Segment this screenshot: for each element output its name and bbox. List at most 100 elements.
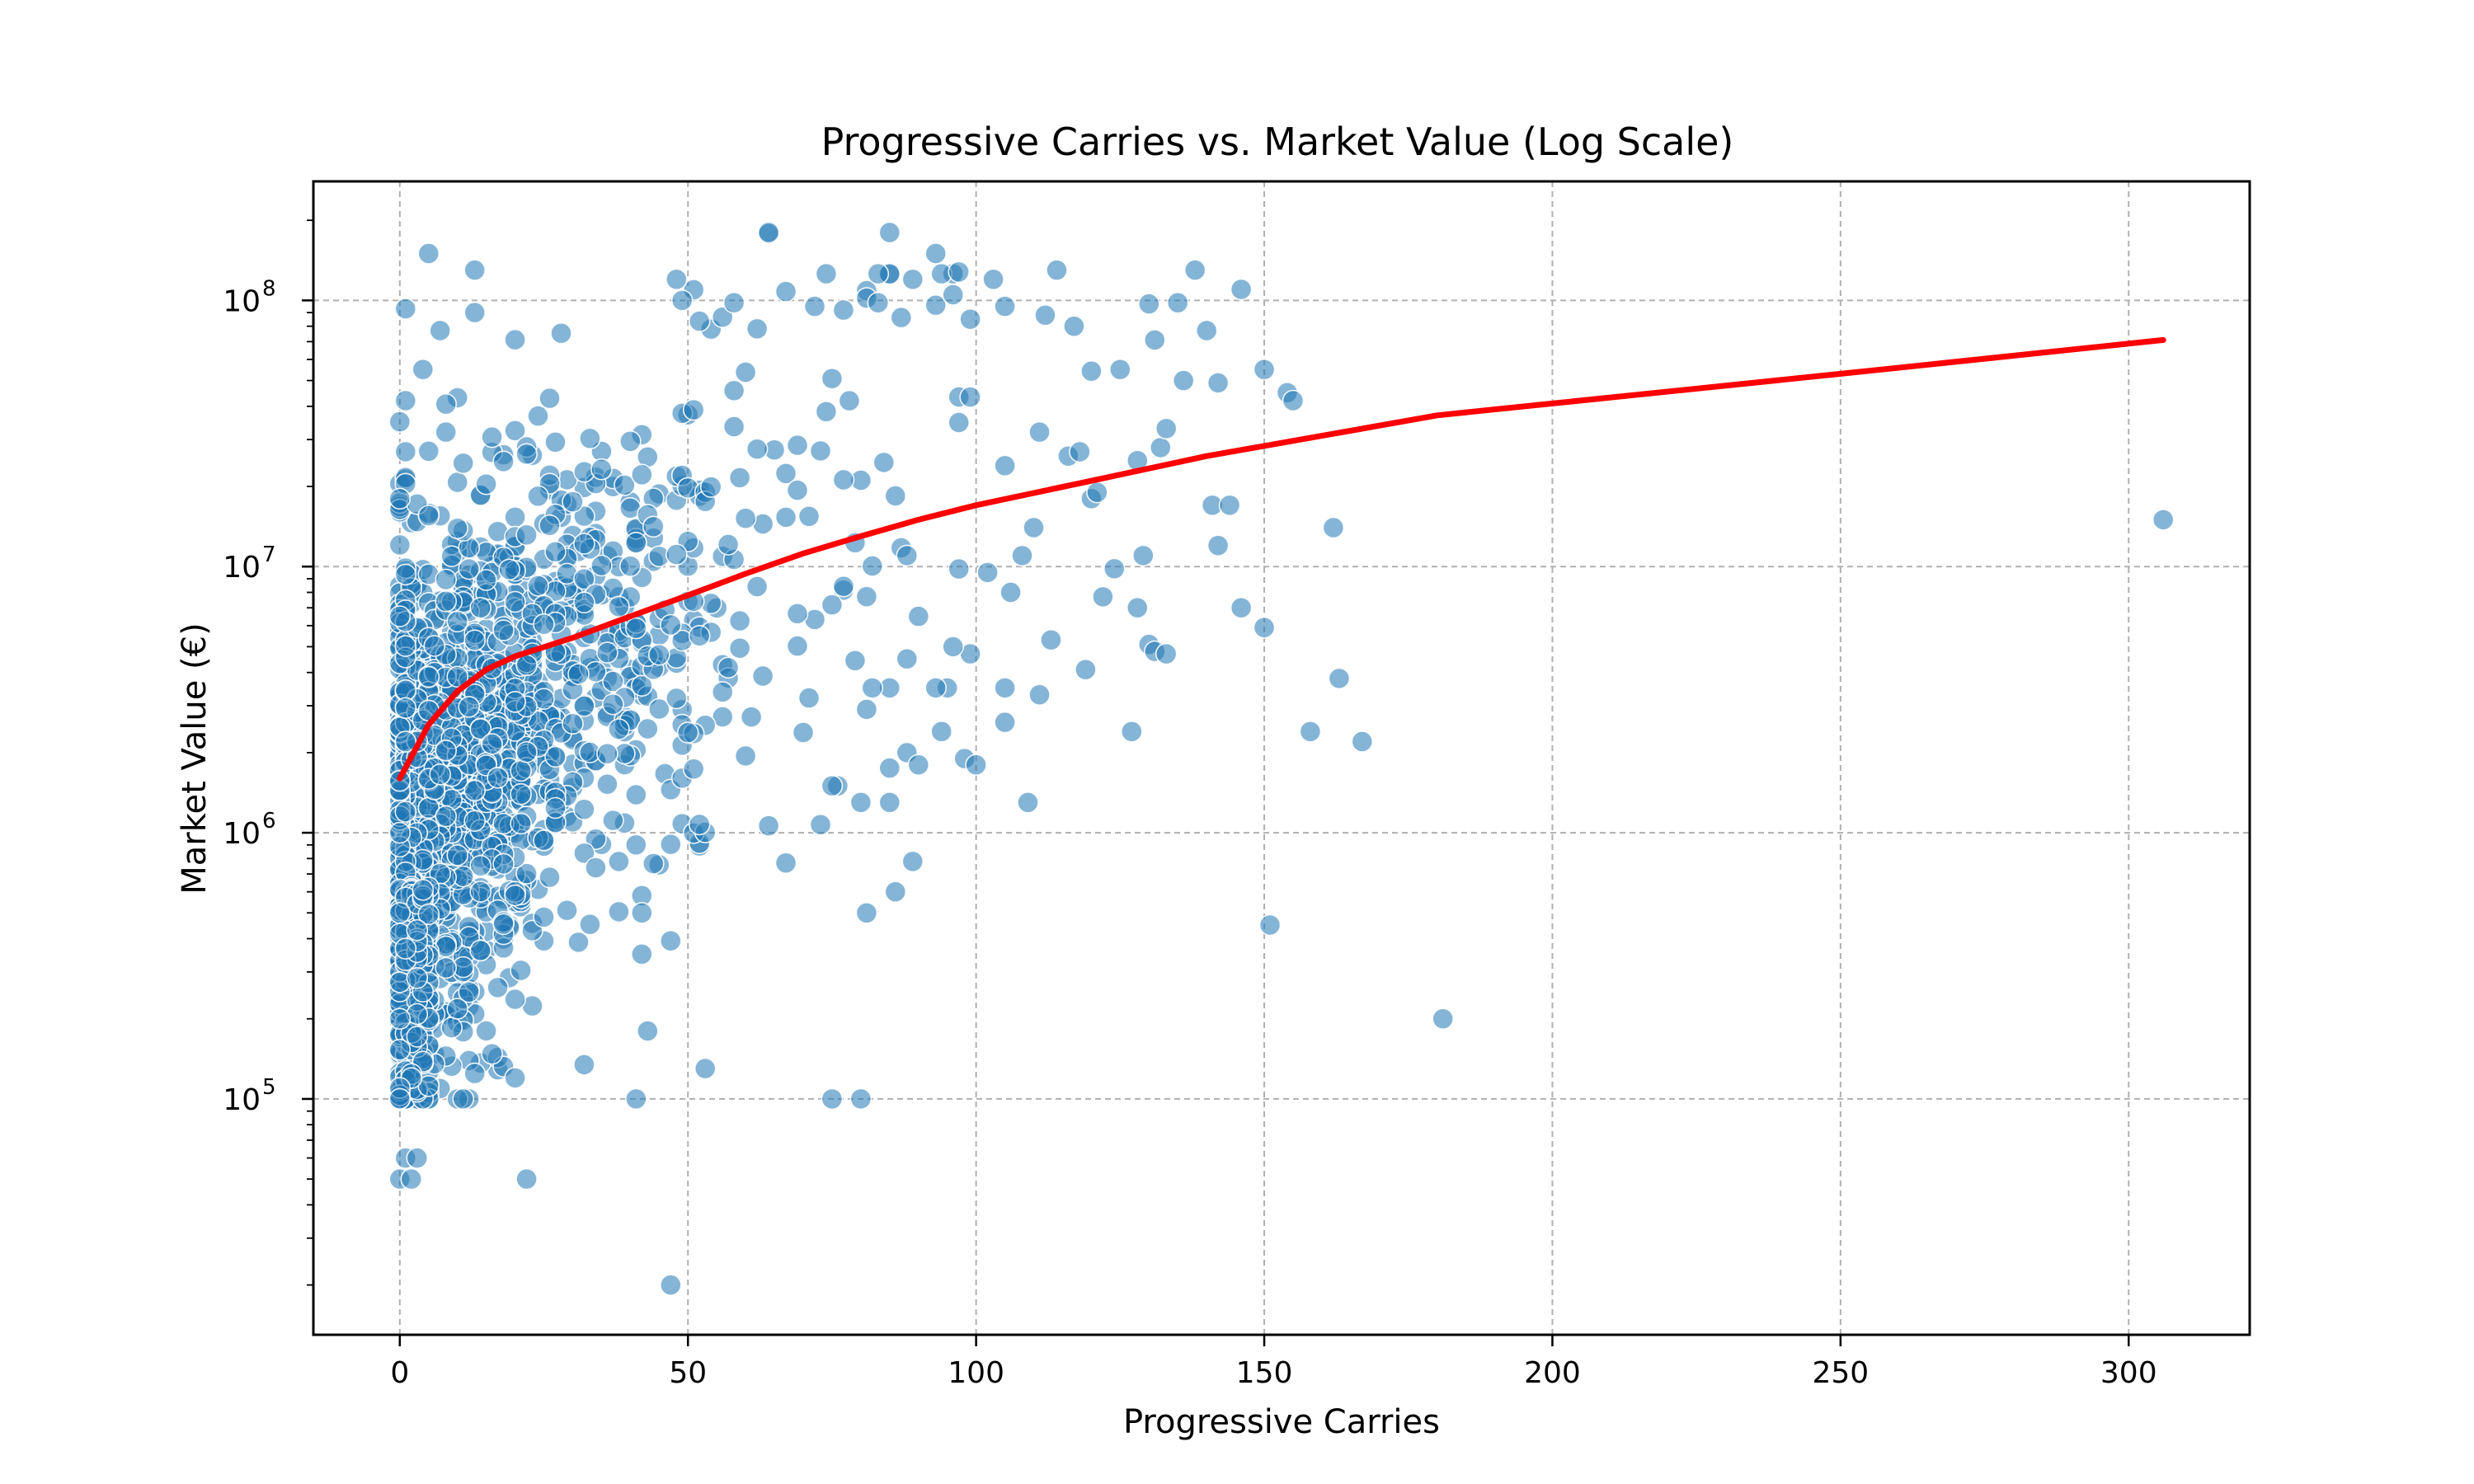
y-tick-label: 10 <box>223 1083 261 1117</box>
data-point <box>636 1020 659 1042</box>
data-point <box>728 636 751 660</box>
data-point <box>757 815 780 837</box>
data-point <box>959 308 981 331</box>
trend-layer <box>397 336 2166 782</box>
data-point <box>608 595 630 618</box>
data-point <box>745 438 769 461</box>
data-point <box>965 754 987 777</box>
data-point <box>417 505 440 527</box>
data-point <box>400 1167 423 1190</box>
data-point <box>1028 420 1051 444</box>
data-point <box>539 514 561 537</box>
data-point <box>728 609 751 632</box>
data-point <box>440 545 463 568</box>
y-tick-exponent: 6 <box>262 809 276 834</box>
data-point <box>1166 291 1189 314</box>
data-point <box>429 319 452 342</box>
data-point <box>948 411 970 434</box>
data-point <box>446 998 469 1020</box>
data-point <box>792 721 815 744</box>
data-point <box>1155 642 1178 665</box>
data-point <box>573 842 595 865</box>
data-point <box>1080 359 1103 383</box>
data-point <box>1011 544 1033 567</box>
data-point <box>602 693 624 716</box>
data-point <box>976 561 999 584</box>
data-point <box>659 613 682 636</box>
data-point <box>556 899 578 922</box>
data-point <box>504 884 526 907</box>
data-point <box>608 718 630 740</box>
data-point <box>412 879 435 901</box>
y-tick-exponent: 8 <box>262 276 276 301</box>
data-point <box>797 505 821 528</box>
data-point <box>786 602 809 625</box>
data-point <box>717 533 740 556</box>
data-point <box>412 358 435 381</box>
data-point <box>527 575 549 597</box>
data-point <box>1230 278 1253 301</box>
data-point <box>618 555 642 578</box>
data-point <box>901 268 924 291</box>
data-point <box>1109 358 1131 381</box>
data-point <box>688 624 711 647</box>
data-point <box>647 643 670 666</box>
data-point <box>670 289 694 312</box>
data-point <box>573 798 595 821</box>
data-point <box>458 696 481 718</box>
data-point <box>861 677 884 699</box>
data-point <box>878 791 901 814</box>
data-point <box>630 463 653 486</box>
data-point <box>694 1057 717 1080</box>
data-point <box>608 850 630 873</box>
data-point <box>446 471 469 494</box>
data-point <box>867 291 890 314</box>
data-point <box>388 533 412 556</box>
data-point <box>463 301 487 324</box>
data-point <box>492 913 515 936</box>
data-point <box>803 295 826 317</box>
data-point <box>394 697 417 720</box>
y-tick-label: 10 <box>223 284 261 318</box>
data-point <box>388 1087 412 1111</box>
data-point <box>930 720 952 743</box>
data-point <box>2152 509 2175 531</box>
data-point <box>999 581 1022 603</box>
data-point <box>394 801 417 823</box>
data-point <box>388 821 412 844</box>
data-point <box>717 656 740 679</box>
data-point <box>1206 372 1230 394</box>
data-point <box>924 242 947 265</box>
data-point <box>624 617 647 640</box>
data-point <box>855 585 878 608</box>
data-point <box>573 533 595 555</box>
data-point <box>665 543 688 566</box>
y-tick-label: 10 <box>223 817 261 851</box>
data-point <box>487 976 509 999</box>
data-point <box>1253 358 1276 381</box>
data-point <box>907 754 930 777</box>
data-point <box>982 268 1004 291</box>
points-layer <box>388 221 2175 1296</box>
data-point <box>624 531 647 554</box>
data-point <box>515 524 538 547</box>
data-point <box>573 1054 595 1076</box>
data-point <box>388 411 412 433</box>
chart-title: Progressive Carries vs. Market Value (Lo… <box>821 120 1734 164</box>
data-point <box>849 1087 872 1111</box>
data-point <box>844 649 867 672</box>
data-point <box>579 913 601 936</box>
data-point <box>1092 585 1114 608</box>
data-point <box>821 594 844 616</box>
data-point <box>994 711 1016 734</box>
data-point <box>585 828 607 851</box>
data-point <box>539 866 561 889</box>
data-point <box>884 485 907 507</box>
data-point <box>469 854 492 877</box>
data-point <box>994 677 1016 699</box>
data-point <box>492 619 515 641</box>
data-point <box>907 605 930 627</box>
data-point <box>878 757 901 779</box>
data-point <box>562 491 584 513</box>
